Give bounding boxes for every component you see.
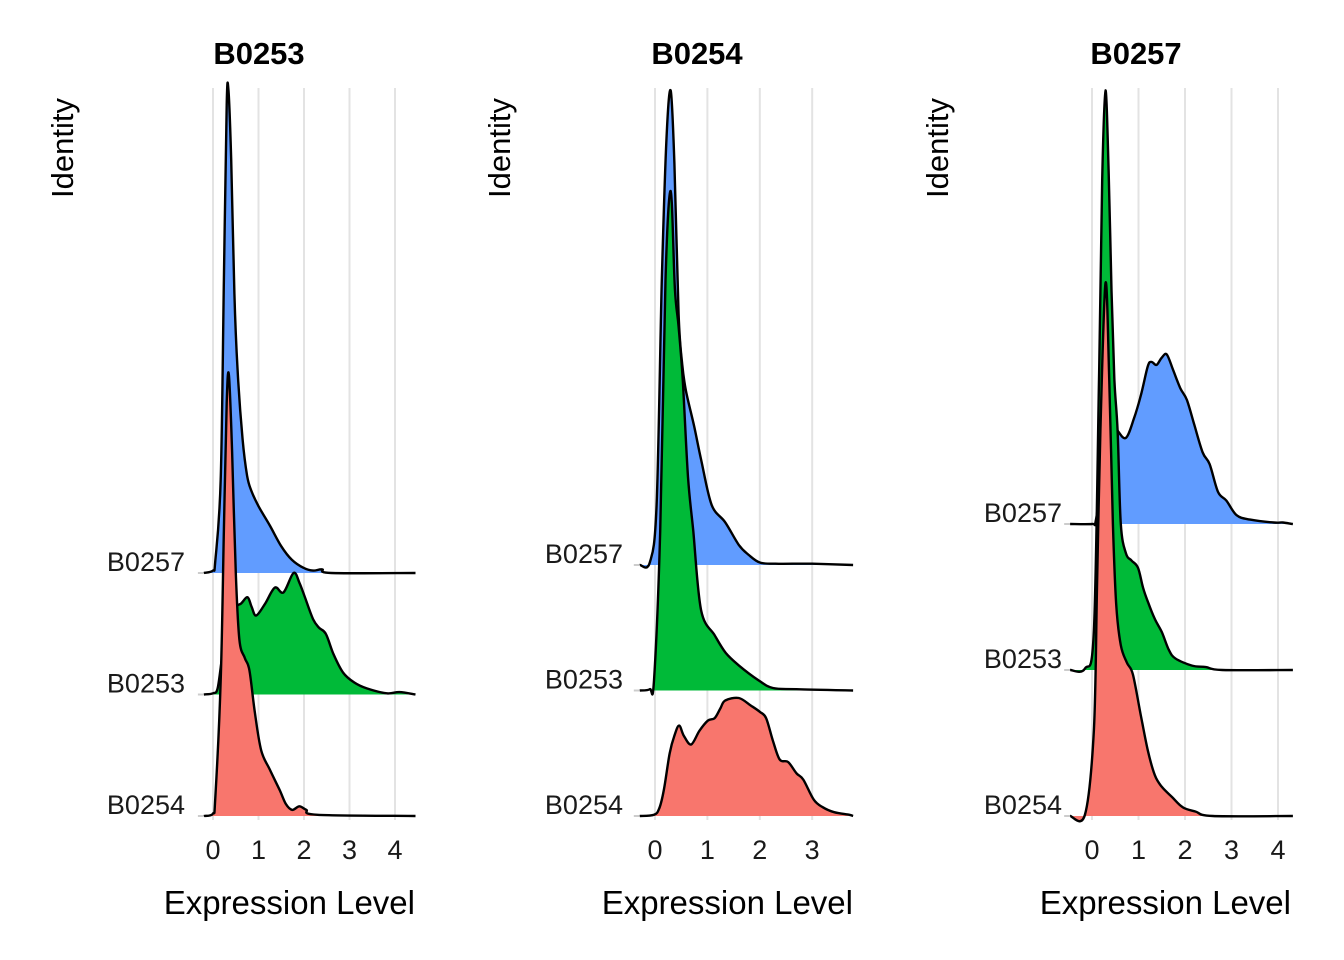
x-tick-label: 4 (1270, 835, 1285, 865)
density-line (203, 81, 416, 575)
x-tick-label: 0 (205, 835, 220, 865)
y-tick-label: B0257 (984, 498, 1062, 528)
gridlines (654, 88, 814, 820)
y-axis-title: Identity (45, 98, 80, 198)
x-tick-label: 2 (1177, 835, 1192, 865)
y-tick-label: B0257 (545, 539, 623, 569)
panel-b0257: B0257 Identity Expression Level 0 1 2 3 4 B02… (920, 36, 1294, 921)
x-tick-label: 1 (251, 835, 266, 865)
ridge-b0257 (639, 88, 854, 569)
y-tick-label: B0253 (545, 665, 623, 695)
density-line (639, 696, 854, 818)
density-fill (1070, 282, 1293, 822)
ridge-b0253 (639, 189, 854, 696)
gridlines (212, 88, 396, 820)
x-tick-label: 0 (647, 835, 662, 865)
panel-b0254: B0254 Identity Expression Level 0 1 2 3 B025… (482, 36, 854, 921)
y-tick-label: B0253 (984, 644, 1062, 674)
density-fill (639, 90, 854, 568)
x-tick-label: 3 (1224, 835, 1239, 865)
density-fill (203, 572, 416, 695)
density-line (1069, 281, 1293, 823)
y-tick-label: B0254 (545, 790, 623, 820)
x-tick-label: 2 (296, 835, 311, 865)
density-fill (639, 190, 854, 695)
y-tick-label: B0257 (107, 547, 185, 577)
density-line (203, 371, 416, 818)
x-tick-label: 3 (805, 835, 820, 865)
x-axis-title: Expression Level (164, 884, 415, 921)
y-tick-label: B0254 (984, 790, 1062, 820)
x-tick-label: 2 (752, 835, 767, 865)
density-fill (1070, 353, 1293, 526)
y-axis-title: Identity (920, 98, 955, 198)
y-axis-title: Identity (482, 98, 517, 198)
ridge-b0254 (203, 371, 416, 818)
x-axis-title: Expression Level (602, 884, 853, 921)
ridge-b0257 (203, 81, 416, 575)
density-line (639, 88, 854, 569)
x-tick-label: 1 (1131, 835, 1146, 865)
ridge-b0253 (1069, 89, 1293, 674)
x-tick-label: 3 (342, 835, 357, 865)
panel-title: B0257 (1090, 36, 1181, 71)
ridge-b0254 (639, 696, 854, 818)
x-tick-label: 0 (1084, 835, 1099, 865)
panel-title: B0254 (651, 36, 743, 71)
density-line (639, 189, 854, 696)
density-fill (203, 372, 416, 816)
panel-title: B0253 (213, 36, 304, 71)
x-axis-title: Expression Level (1040, 884, 1291, 921)
y-tick-label: B0253 (107, 669, 185, 699)
x-tick-label: 4 (387, 835, 402, 865)
y-tick-label: B0254 (107, 790, 185, 820)
panel-b0253: B0253 Identity Expression Level 0 1 2 3 4 B02… (45, 36, 416, 921)
density-fill (639, 697, 854, 816)
x-tick-label: 1 (700, 835, 715, 865)
ridge-b0254 (1069, 281, 1293, 823)
density-line (1069, 89, 1293, 674)
